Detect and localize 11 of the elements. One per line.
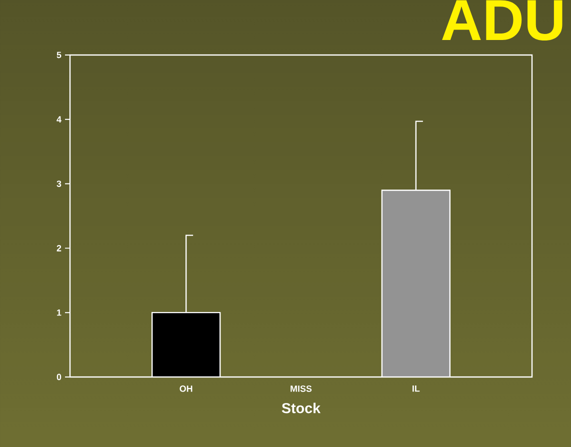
chart-title: ADU xyxy=(442,0,562,41)
y-tick-label: 5 xyxy=(56,52,62,58)
y-tick-label: 1 xyxy=(57,310,62,316)
y-tick-label: 0 xyxy=(56,374,62,380)
y-tick-label: 2 xyxy=(56,245,62,252)
x-tick-label: IL xyxy=(412,386,420,392)
x-tick-label: OH xyxy=(180,386,192,392)
x-axis-title: Stock xyxy=(282,402,321,414)
y-tick-label: 4 xyxy=(56,116,62,122)
x-tick-label: MISS xyxy=(290,386,312,392)
y-tick-label: 3 xyxy=(56,180,62,187)
